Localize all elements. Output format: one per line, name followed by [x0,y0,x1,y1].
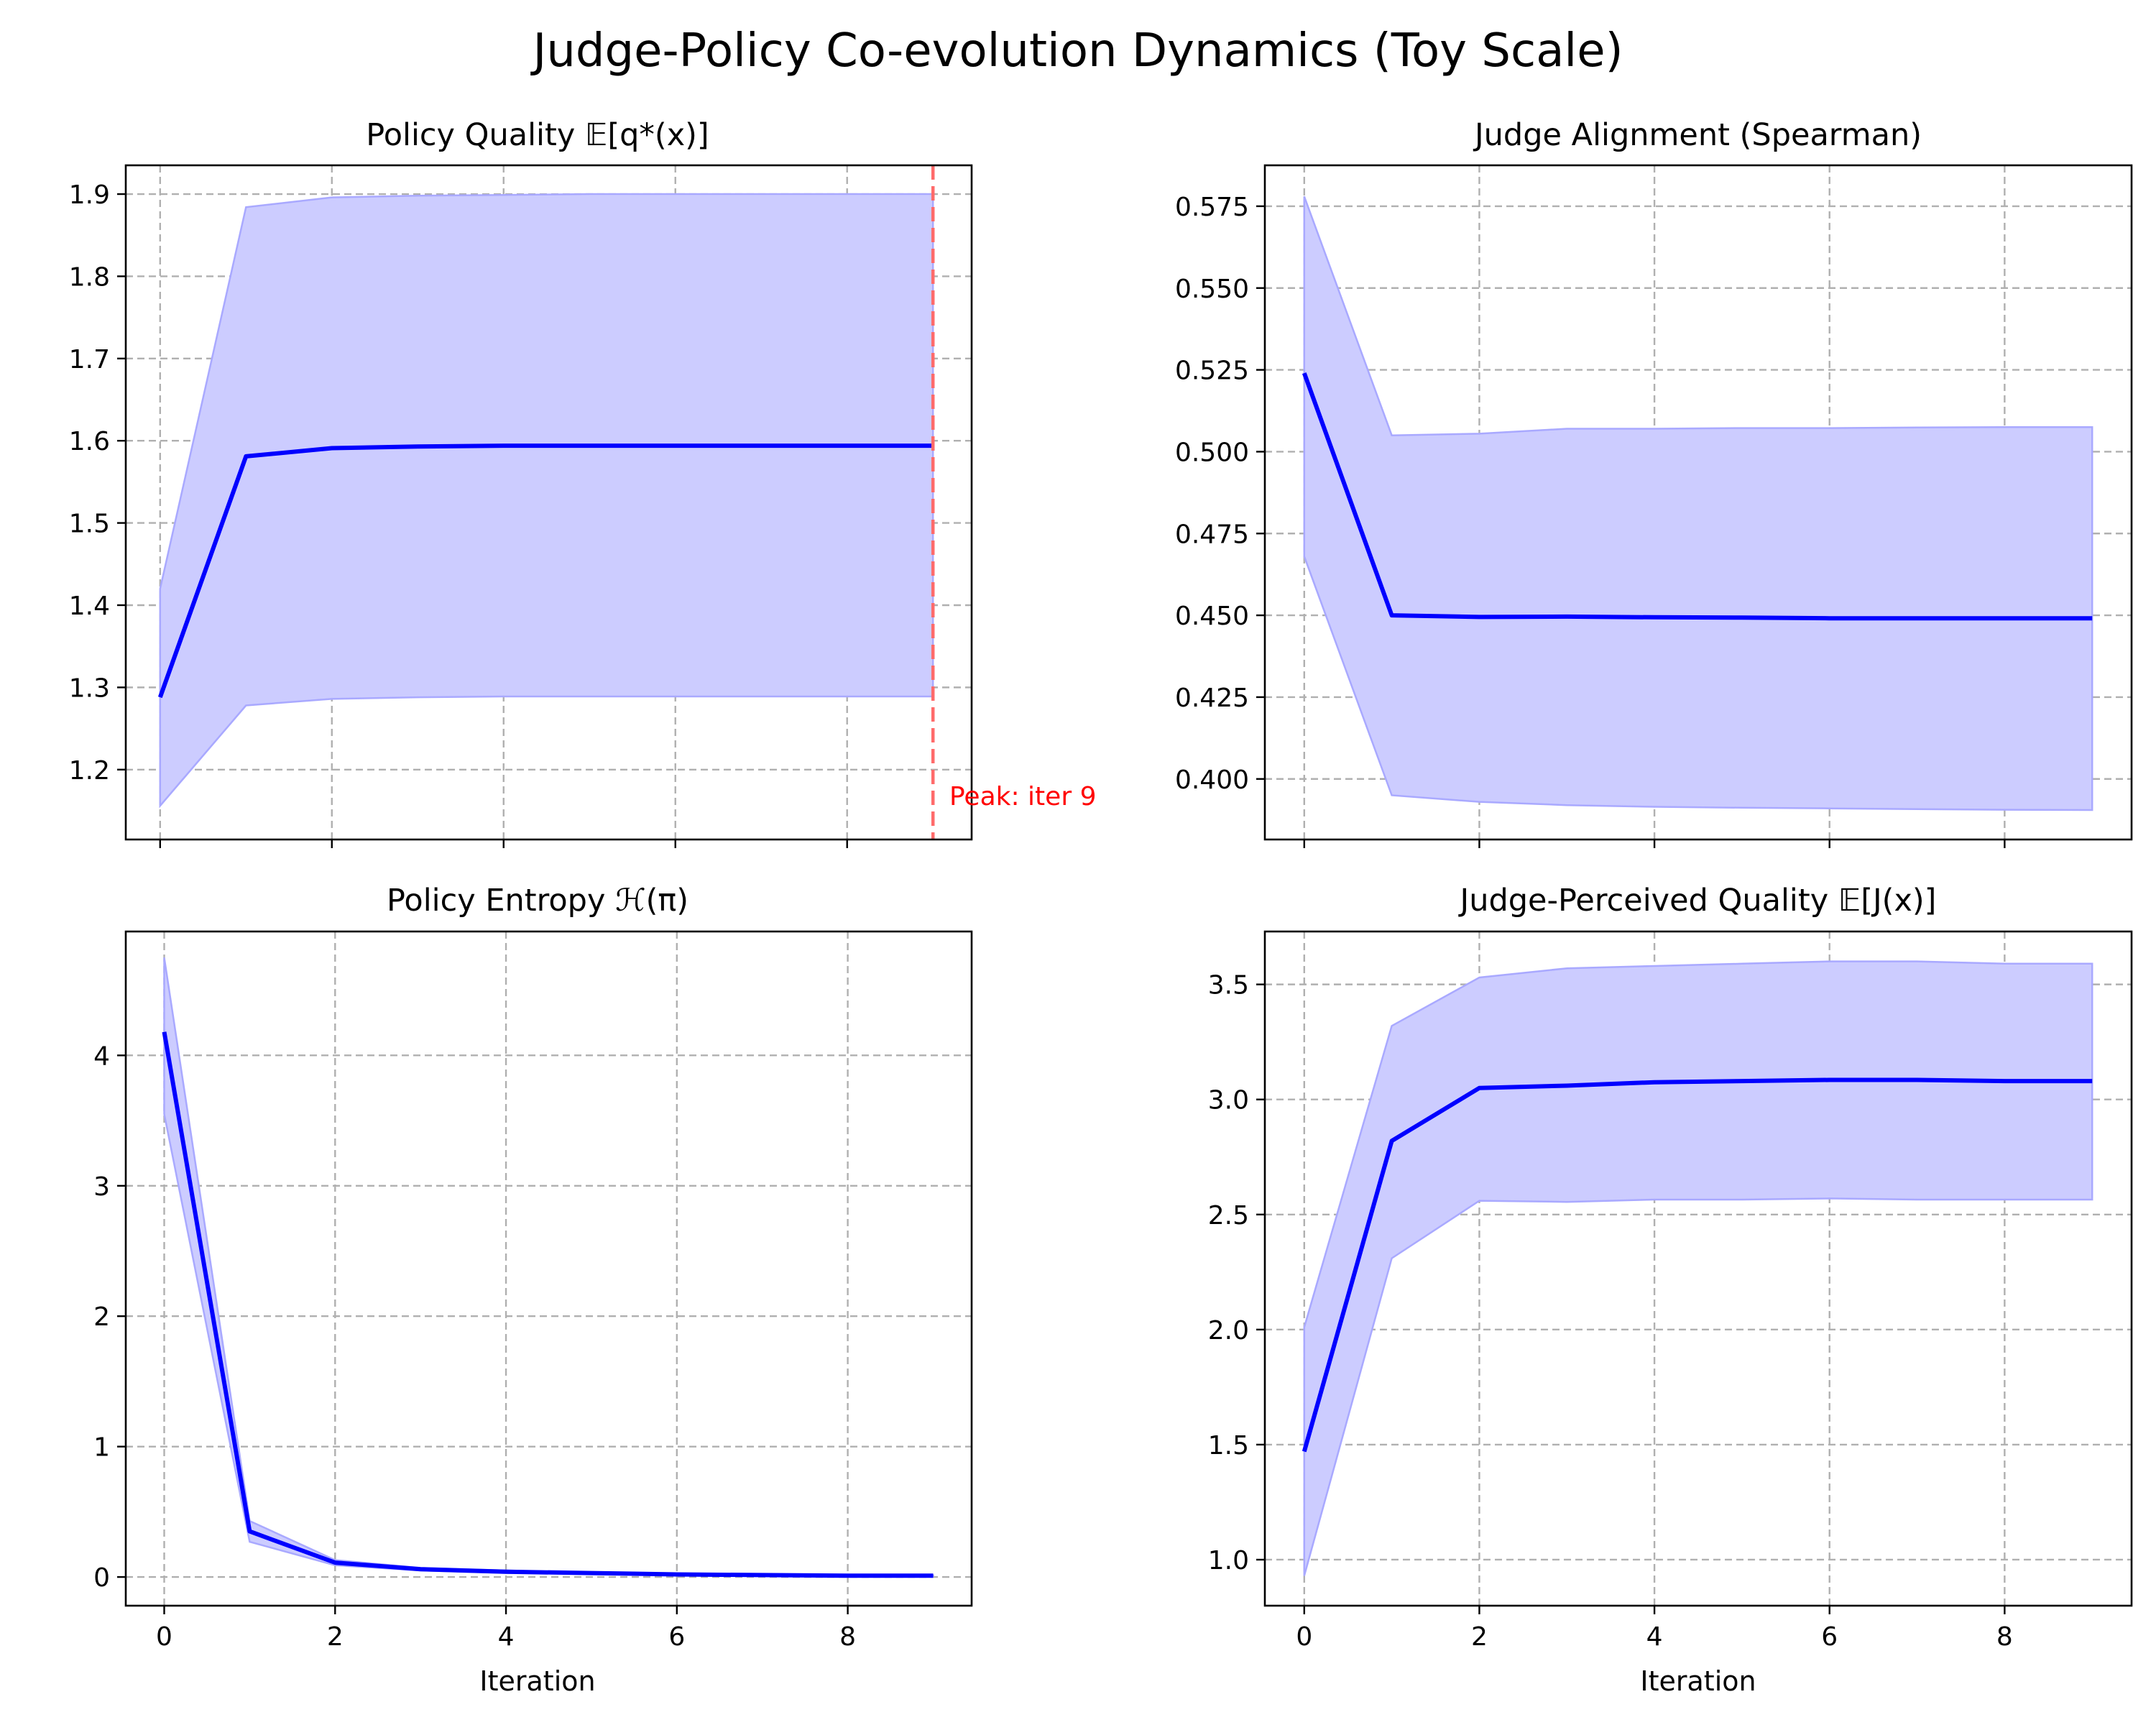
y-tick-label: 3.0 [1208,1086,1249,1116]
axes-background [126,932,972,1606]
y-tick-label: 4 [93,1041,110,1071]
y-tick-label: 2.5 [1208,1201,1249,1230]
panel-title-math: 𝔼[J(x)] [1838,883,1937,919]
mean-line [162,1031,934,1578]
panel-title-math: ℋ(π) [615,883,688,919]
y-tick-label: 1.5 [69,510,110,539]
axes-frame [124,930,973,1607]
y-tick-label: 0.475 [1175,520,1249,549]
y-tick-label: 1.7 [69,345,110,374]
y-tick-label: 3.5 [1208,971,1249,1000]
x-tick-label: 2 [1471,1622,1488,1652]
axes-frame [124,164,973,841]
panel-title-text: Policy Quality [366,117,585,153]
y-tick-label: 1.3 [69,673,110,703]
y-tick-label: 1.5 [1208,1431,1249,1460]
x-tick-label: 6 [1821,1622,1838,1652]
panel-title: Judge-Perceived Quality 𝔼[J(x)] [1458,883,1937,919]
panel-title: Judge Alignment (Spearman) [1473,117,1922,153]
plot-area: 0.400 0.425 0.450 0.475 0.500 0.525 0.550 0.575 [1175,164,2133,848]
x-tick-label: 8 [1996,1622,2013,1652]
x-tick-label: 2 [327,1622,344,1652]
x-tick-label: 4 [498,1622,515,1652]
y-tick-label: 1.2 [69,756,110,786]
y-tick-label: 0.425 [1175,684,1249,713]
y-tick-label: 0.450 [1175,602,1249,631]
y-tick-label: 2 [93,1302,110,1332]
mean-line [1302,372,2093,621]
panel-title-text: Judge Alignment (Spearman) [1473,117,1922,153]
panel-judge-perceived-quality: 0 2 4 6 8 1.0 1.5 2.0 2.5 3.0 3.5 Judge-Perceived … [1208,883,2133,1697]
plot-area: 0 2 4 6 8 0 1 2 3 4 [93,930,973,1652]
y-tick-label: 1.8 [69,262,110,292]
panel-judge-alignment: 0.400 0.425 0.450 0.475 0.500 0.525 0.550 0.575… [1175,117,2133,848]
x-tick-label: 6 [668,1622,685,1652]
x-tick-label: 0 [1296,1622,1312,1652]
y-tick-label: 0.400 [1175,765,1249,795]
y-tick-label: 0.500 [1175,438,1249,467]
x-axis-label: Iteration [479,1665,595,1697]
panel-title-text: Judge-Perceived Quality [1458,883,1838,919]
y-tick-label: 3 [93,1172,110,1202]
x-tick-label: 4 [1646,1622,1663,1652]
figure-suptitle: Judge-Policy Co-evolution Dynamics (Toy … [530,24,1623,78]
confidence-band [1303,960,2093,1576]
y-tick-label: 1 [93,1433,110,1463]
axes-frame [1263,164,2133,841]
peak-annotation-label: Peak: iter 9 [949,782,1096,811]
x-axis-label: Iteration [1640,1665,1756,1697]
x-tick-label: 0 [156,1622,172,1652]
confidence-band [1303,196,2093,811]
y-tick-label: 1.9 [69,180,110,210]
panel-title-math: 𝔼[q*(x)] [585,117,709,153]
panel-policy-quality: 1.2 1.3 1.4 1.5 1.6 1.7 1.8 1.9 Policy Quality … [69,117,1096,848]
x-tick-label: 8 [839,1622,856,1652]
plot-area: 1.2 1.3 1.4 1.5 1.6 1.7 1.8 1.9 [69,164,973,848]
panel-title: Policy Quality 𝔼[q*(x)] [366,117,709,153]
y-tick-label: 0.575 [1175,193,1249,222]
y-tick-label: 1.4 [69,592,110,621]
panel-title-text: Policy Entropy [387,883,615,919]
y-tick-label: 0.550 [1175,275,1249,304]
mean-line [157,443,934,699]
y-tick-label: 1.0 [1208,1546,1249,1576]
panel-title: Policy Entropy ℋ(π) [387,883,688,919]
y-tick-label: 0.525 [1175,356,1249,386]
mean-line [1302,1077,2093,1453]
y-tick-label: 1.6 [69,427,110,456]
axes-frame [1263,930,2133,1607]
y-tick-label: 0 [93,1563,110,1593]
panel-policy-entropy: 0 2 4 6 8 0 1 2 3 4 Policy Entropy ℋ(π) Iteration [93,883,973,1697]
y-tick-label: 2.0 [1208,1316,1249,1346]
plot-area: 0 2 4 6 8 1.0 1.5 2.0 2.5 3.0 3.5 [1208,930,2133,1652]
